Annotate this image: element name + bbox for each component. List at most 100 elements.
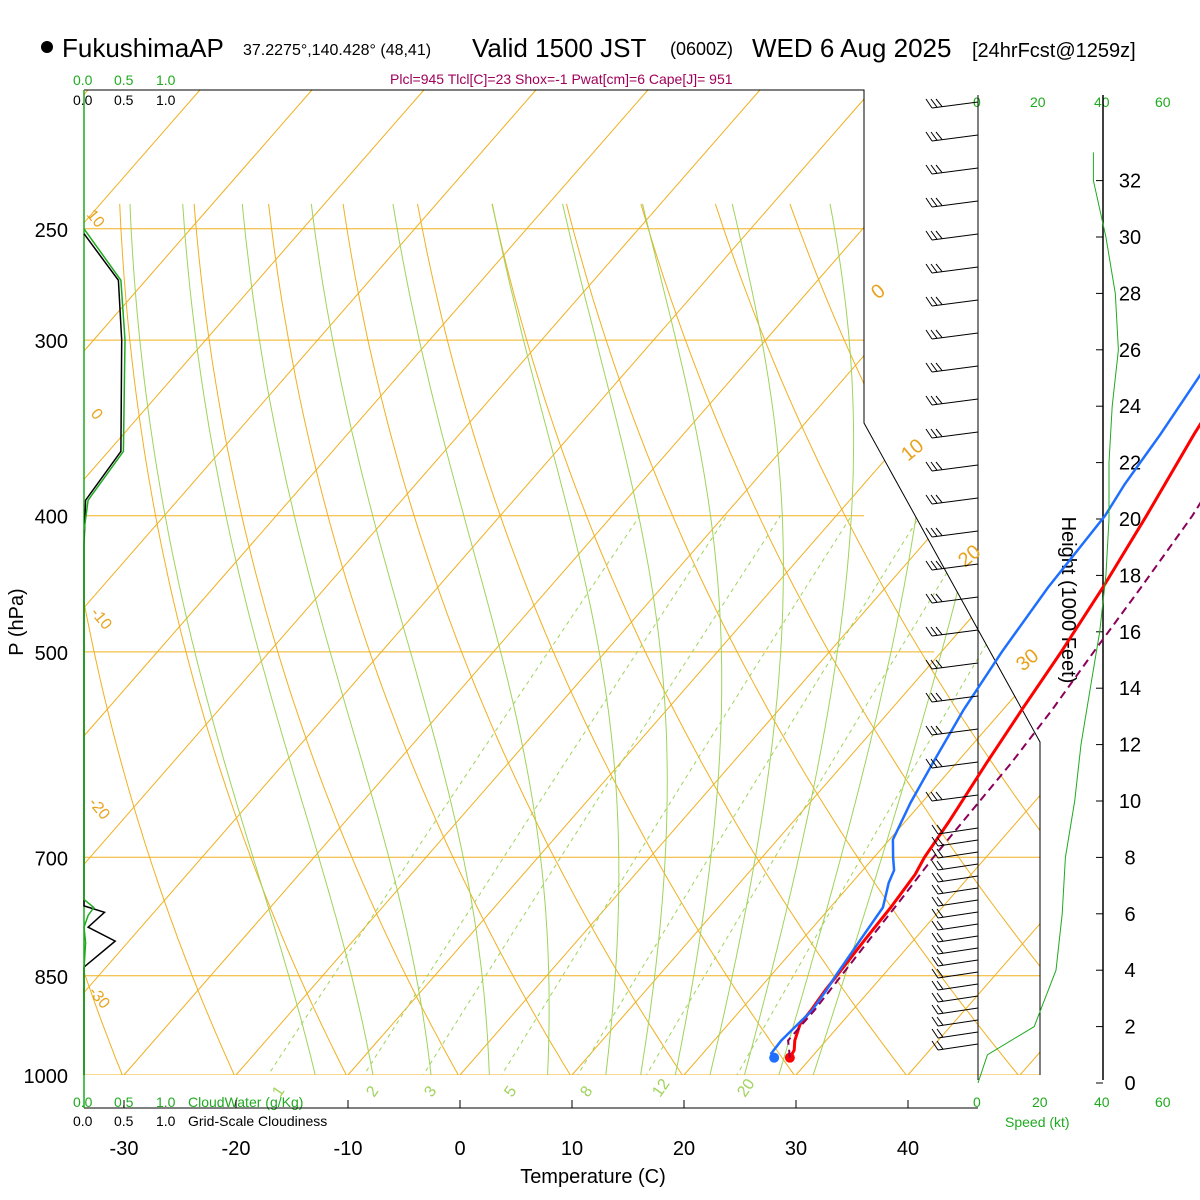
wind-barb-flag xyxy=(936,860,944,870)
height-tick-label: 28 xyxy=(1119,283,1141,305)
wind-barb xyxy=(925,593,979,604)
isotherm-line xyxy=(84,90,537,1075)
wind-barb xyxy=(925,98,979,109)
wind-barb-flag xyxy=(930,461,938,471)
x-tick-label: 20 xyxy=(673,1138,695,1160)
wind-barb-staff xyxy=(931,497,979,505)
dry-adiabat-line xyxy=(714,203,1040,1075)
wind-speed-profile-line xyxy=(977,152,1119,1084)
moist-adiabat-line xyxy=(182,203,379,1075)
height-tick-label: 30 xyxy=(1119,227,1141,249)
wind-barb-staff xyxy=(937,887,979,895)
speed-bottom-tick-0: 0 xyxy=(973,1094,981,1110)
wind-barb xyxy=(925,494,979,505)
height-tick-label: 22 xyxy=(1119,453,1141,475)
wind-barb xyxy=(925,659,979,670)
wind-speed-scale: 0 20 40 60 0 20 40 60 Speed (kt) xyxy=(973,94,1171,1130)
dry-adiabat-line xyxy=(119,203,363,1075)
dry-adiabat-label: -10 xyxy=(87,605,115,634)
wind-barb-staff xyxy=(937,911,979,919)
cloudiness-bottom-tick-1: 0.5 xyxy=(114,1113,134,1129)
profile-series xyxy=(769,373,1200,1063)
wind-barb-flag xyxy=(930,197,938,207)
isotherm-label: 10 xyxy=(897,435,928,466)
wind-barb-flag xyxy=(931,836,939,847)
height-tick-label: 8 xyxy=(1124,847,1135,869)
moist-adiabat-line xyxy=(702,203,784,1075)
wind-barb xyxy=(931,932,979,943)
wind-barb-staff xyxy=(931,200,979,208)
wind-barb-flag xyxy=(936,1016,944,1026)
isotherm-label: 0 xyxy=(867,280,890,304)
wind-barb-flag xyxy=(930,725,938,735)
wind-barb xyxy=(931,1040,979,1051)
dewpoint-surface-dot xyxy=(769,1052,780,1063)
wind-barb-staff xyxy=(931,332,979,340)
dry-adiabat-line xyxy=(193,203,476,1075)
wind-barb-staff xyxy=(937,875,979,883)
sounding-indices: Plcl=945 Tlcl[C]=23 Shox=-1 Pwat[cm]=6 C… xyxy=(390,71,733,87)
dry-adiabat-line xyxy=(640,203,1040,1075)
wind-barb-flag xyxy=(930,428,938,438)
wind-barb-staff xyxy=(937,827,979,835)
isotherm-line xyxy=(84,90,313,1075)
wind-barb xyxy=(931,1016,979,1027)
wind-barb-staff xyxy=(937,935,979,943)
wind-barb-flag xyxy=(925,527,933,538)
wind-barb-flag xyxy=(930,329,938,339)
wind-barb-flag xyxy=(925,725,933,736)
dry-adiabat-line xyxy=(1012,203,1040,1075)
wind-barb-flag xyxy=(936,956,944,966)
isotherm-line xyxy=(123,90,985,1075)
wind-barb-flag xyxy=(936,932,944,942)
wind-barb-flag xyxy=(935,725,943,734)
wind-barb-flag xyxy=(935,230,943,239)
wind-barb-flag xyxy=(930,527,938,537)
x-tick-label: 0 xyxy=(454,1138,465,1160)
height-tick-label: 32 xyxy=(1119,171,1141,193)
wind-barb xyxy=(925,362,979,373)
wind-barb xyxy=(925,428,979,439)
wind-barb-flag xyxy=(935,263,943,272)
wind-barb-flag xyxy=(925,758,933,769)
wind-barb xyxy=(931,848,979,859)
cloudiness-bottom-tick-0: 0.0 xyxy=(73,1113,93,1129)
station-marker-dot xyxy=(41,41,53,53)
wind-barb-flag xyxy=(935,329,943,338)
cloudiness-label: Grid-Scale Cloudiness xyxy=(188,1113,327,1129)
wind-barb-flag xyxy=(930,692,938,702)
x-tick-label: 30 xyxy=(785,1138,807,1160)
wind-barb-flag xyxy=(935,560,943,569)
wind-barb-flag xyxy=(935,395,943,404)
wind-barb-flag xyxy=(930,263,938,273)
dry-adiabat-line xyxy=(268,203,590,1075)
moist-adiabat-line xyxy=(129,203,323,1075)
wind-barb-flag xyxy=(935,758,943,767)
wind-barb-flag xyxy=(936,968,944,978)
wind-barb xyxy=(931,944,979,955)
wind-barb-flag xyxy=(935,692,943,701)
wind-barb-staff xyxy=(937,839,979,847)
speed-axis-label: Speed (kt) xyxy=(1005,1114,1070,1130)
wind-barb xyxy=(931,860,979,871)
x-tick-label: 10 xyxy=(561,1138,583,1160)
wind-barb-flag xyxy=(935,98,943,107)
wind-barb-flag xyxy=(930,494,938,504)
valid-label: Valid 1500 JST xyxy=(472,33,647,63)
mixing-ratio-line xyxy=(248,515,641,1075)
dry-adiabat-line xyxy=(1162,204,1200,1105)
x-tick-label: -30 xyxy=(110,1138,139,1160)
wind-barb-staff xyxy=(931,695,979,703)
isotherm-line xyxy=(84,90,873,1075)
wind-barb xyxy=(925,791,979,802)
wind-barb-staff xyxy=(937,863,979,871)
wind-barb-flag xyxy=(936,1040,944,1050)
height-tick-label: 20 xyxy=(1119,509,1141,531)
wind-barb-flag xyxy=(931,1004,939,1015)
plot-border xyxy=(84,89,1041,1075)
wind-barb-staff xyxy=(931,233,979,241)
wind-barb-flag xyxy=(931,980,939,991)
wind-barb-staff xyxy=(931,134,979,142)
isotherm-line xyxy=(683,90,1040,1075)
wind-barb-flag xyxy=(925,296,933,307)
